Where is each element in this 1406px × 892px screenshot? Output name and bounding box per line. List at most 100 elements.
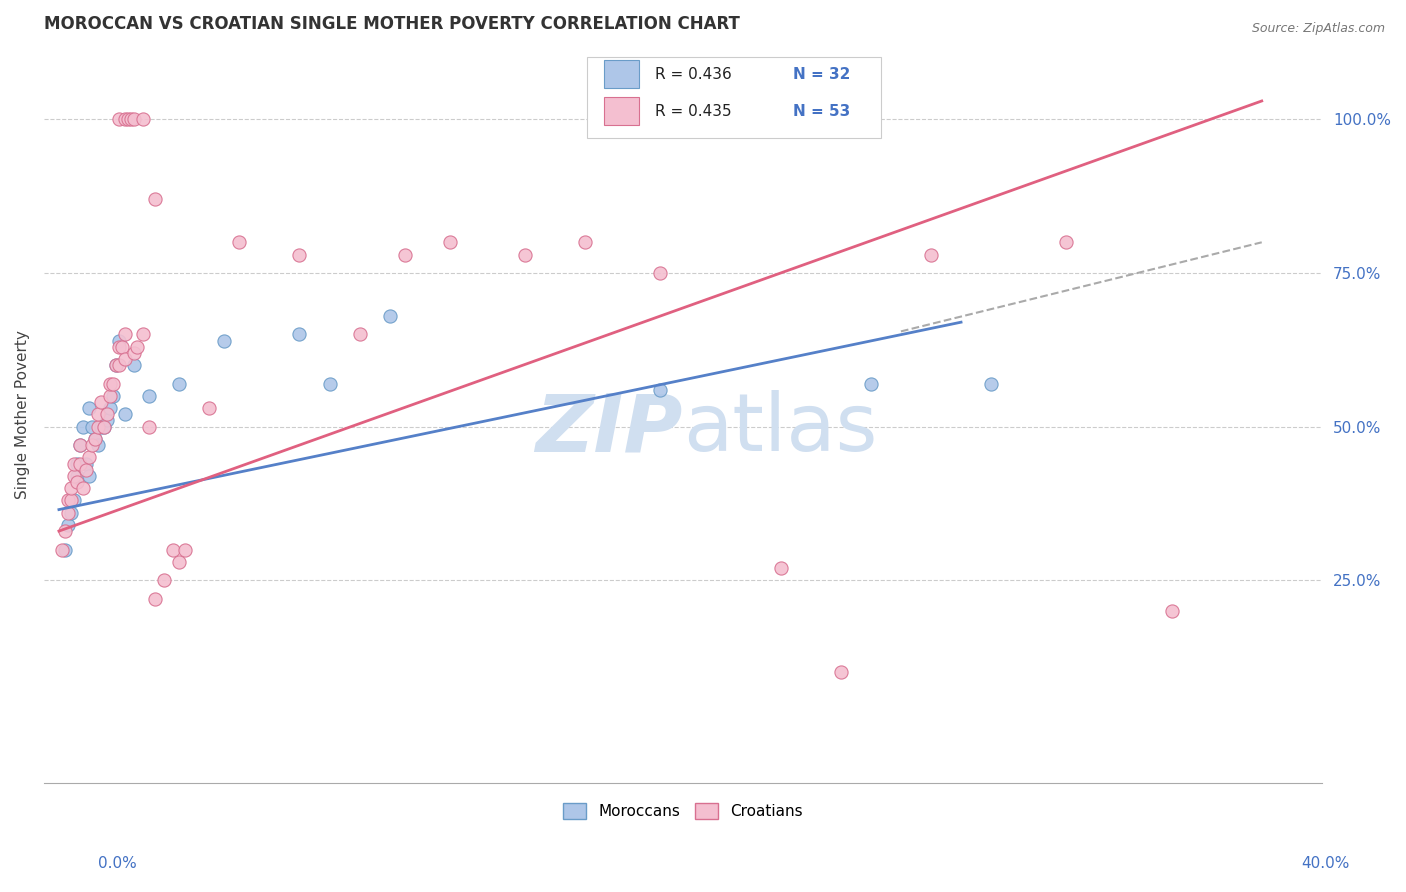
Point: [108, 334, 131, 348]
FancyBboxPatch shape: [603, 61, 640, 88]
Point: [114, 112, 136, 127]
Point: [105, 358, 128, 372]
Point: [77, 468, 100, 483]
Point: [394, 247, 416, 261]
Point: [101, 389, 124, 403]
Point: [84, 432, 107, 446]
Point: [122, 358, 145, 372]
Y-axis label: Single Mother Poverty: Single Mother Poverty: [15, 330, 30, 499]
Point: [93, 419, 115, 434]
Point: [87, 419, 110, 434]
Point: [69, 438, 91, 452]
Text: 0.0%: 0.0%: [98, 856, 138, 871]
Point: [117, 112, 139, 127]
Point: [87, 408, 110, 422]
Point: [80, 419, 103, 434]
Point: [114, 352, 136, 367]
Point: [650, 383, 672, 397]
Point: [108, 112, 131, 127]
Point: [122, 112, 145, 127]
Point: [77, 401, 100, 416]
Point: [153, 574, 176, 588]
Point: [228, 235, 250, 250]
Point: [920, 247, 942, 261]
Point: [830, 665, 852, 680]
Point: [513, 247, 536, 261]
Point: [66, 468, 89, 483]
Text: N = 32: N = 32: [793, 67, 851, 82]
Point: [162, 542, 184, 557]
Point: [1054, 235, 1077, 250]
Point: [138, 419, 160, 434]
Point: [349, 327, 371, 342]
Point: [108, 358, 131, 372]
Point: [1160, 604, 1182, 618]
Point: [66, 457, 89, 471]
Point: [174, 542, 197, 557]
Point: [114, 327, 136, 342]
Point: [288, 247, 311, 261]
Point: [77, 450, 100, 465]
Point: [80, 438, 103, 452]
Point: [72, 419, 94, 434]
Point: [98, 376, 121, 391]
Point: [122, 346, 145, 360]
Point: [143, 192, 166, 206]
Point: [87, 438, 110, 452]
Point: [53, 524, 76, 538]
Point: [93, 419, 115, 434]
Point: [75, 457, 97, 471]
FancyBboxPatch shape: [588, 57, 882, 138]
Point: [108, 340, 131, 354]
Point: [120, 112, 142, 127]
Point: [75, 463, 97, 477]
Point: [59, 493, 82, 508]
Point: [111, 340, 134, 354]
Text: Source: ZipAtlas.com: Source: ZipAtlas.com: [1251, 22, 1385, 36]
FancyBboxPatch shape: [603, 97, 640, 125]
Point: [769, 561, 792, 575]
Text: MOROCCAN VS CROATIAN SINGLE MOTHER POVERTY CORRELATION CHART: MOROCCAN VS CROATIAN SINGLE MOTHER POVER…: [44, 15, 740, 33]
Point: [69, 457, 91, 471]
Point: [114, 408, 136, 422]
Point: [72, 481, 94, 495]
Point: [859, 376, 882, 391]
Text: atlas: atlas: [683, 390, 877, 468]
Point: [53, 542, 76, 557]
Point: [63, 468, 86, 483]
Point: [51, 542, 73, 557]
Point: [56, 518, 79, 533]
Point: [98, 401, 121, 416]
Point: [214, 334, 236, 348]
Point: [378, 309, 401, 323]
Point: [574, 235, 596, 250]
Point: [167, 376, 190, 391]
Text: 40.0%: 40.0%: [1302, 856, 1350, 871]
Point: [439, 235, 461, 250]
Point: [138, 389, 160, 403]
Point: [59, 481, 82, 495]
Point: [198, 401, 221, 416]
Point: [96, 408, 118, 422]
Point: [56, 493, 79, 508]
Point: [127, 340, 149, 354]
Point: [84, 432, 107, 446]
Point: [56, 506, 79, 520]
Text: R = 0.436: R = 0.436: [655, 67, 731, 82]
Point: [63, 493, 86, 508]
Point: [98, 389, 121, 403]
Text: N = 53: N = 53: [793, 103, 851, 119]
Point: [101, 376, 124, 391]
Legend: Moroccans, Croatians: Moroccans, Croatians: [555, 796, 810, 827]
Point: [90, 395, 112, 409]
Point: [105, 358, 128, 372]
Point: [288, 327, 311, 342]
Text: R = 0.435: R = 0.435: [655, 103, 731, 119]
Text: ZIP: ZIP: [536, 390, 683, 468]
Point: [132, 112, 155, 127]
Point: [143, 591, 166, 606]
Point: [69, 438, 91, 452]
Point: [167, 555, 190, 569]
Point: [66, 475, 89, 489]
Point: [650, 266, 672, 280]
